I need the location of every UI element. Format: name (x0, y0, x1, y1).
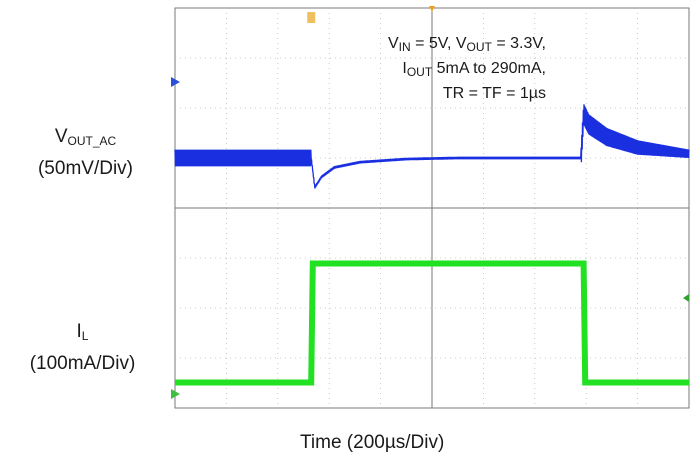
annotation-line-3: TR = TF = 1µs (442, 85, 546, 102)
trigger-level-marker (683, 294, 689, 302)
annotation-line-2: IOUT 5mA to 290mA, (402, 60, 546, 79)
x-axis-label: Time (200µs/Div) (300, 432, 445, 453)
trigger-marker (429, 6, 435, 12)
annotation-line-1: VIN = 5V, VOUT = 3.3V, (387, 35, 546, 54)
il-label-main: I (76, 321, 82, 342)
il-axis-label: IL (100mA/Div) (10, 318, 155, 377)
vout-label-main: V (54, 126, 68, 147)
markers (171, 6, 689, 399)
il-ground-marker (171, 389, 180, 399)
test-conditions-annotation: VIN = 5V, VOUT = 3.3V, IOUT 5mA to 290mA… (388, 33, 546, 105)
vout-axis-label: VOUT_AC (50mV/Div) (18, 123, 153, 182)
cursor-marker (307, 12, 316, 23)
vout-scale-label: (50mV/Div) (37, 158, 133, 179)
il-trace (175, 260, 689, 386)
vout-label-sub: OUT_AC (67, 134, 117, 148)
traces (174, 104, 690, 386)
il-scale-label: (100mA/Div) (29, 353, 136, 374)
vout-ground-marker (171, 77, 180, 87)
plot-grid (174, 7, 690, 409)
vout-trace (174, 104, 690, 189)
il-label-sub: L (81, 329, 89, 343)
